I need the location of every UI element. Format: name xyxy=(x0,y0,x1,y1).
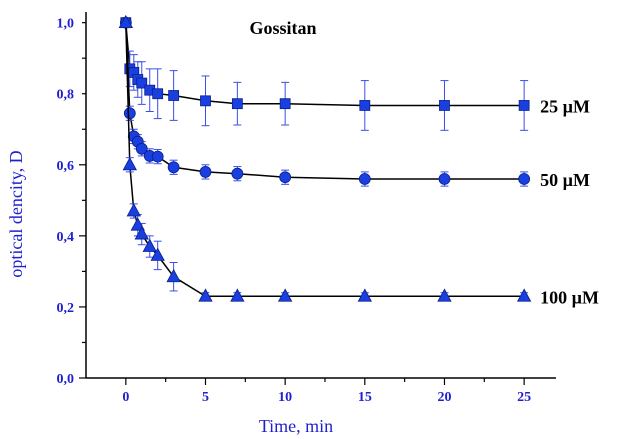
data-point xyxy=(231,167,244,180)
data-point xyxy=(150,247,165,261)
x-tick-label: 20 xyxy=(437,390,451,405)
data-point xyxy=(439,100,450,111)
data-point xyxy=(518,173,531,185)
y-tick-label: 0,2 xyxy=(57,301,75,316)
data-point xyxy=(126,203,141,217)
series-layer: 25 µM 50 µM 100 µM xyxy=(118,14,599,307)
x-tick-label: 10 xyxy=(278,390,292,405)
series-line xyxy=(125,22,525,298)
series-label: 50 µM xyxy=(540,170,590,190)
x-axis-label: Time, min xyxy=(259,416,333,436)
y-tick-label: 0,6 xyxy=(57,159,75,174)
data-point xyxy=(231,98,243,110)
axes: 0 5 10 15 20 25 0,0 0,2 0,4 0,6 0,8 1,0 xyxy=(57,12,556,405)
data-point xyxy=(279,171,292,184)
series: 25 µM xyxy=(120,17,590,131)
x-tick-label: 15 xyxy=(358,390,372,405)
data-point xyxy=(279,98,291,110)
data-point xyxy=(358,173,371,185)
data-point xyxy=(518,100,530,111)
data-point xyxy=(230,288,245,302)
y-tick-label: 0,0 xyxy=(57,372,75,387)
x-tick-label: 25 xyxy=(517,390,531,405)
data-point xyxy=(123,107,136,120)
y-tick-label: 0,4 xyxy=(57,230,75,245)
data-point xyxy=(168,90,180,101)
chart-title: Gossitan xyxy=(249,18,316,38)
y-tick-label: 0,8 xyxy=(57,88,75,103)
series-label: 25 µM xyxy=(540,96,590,116)
x-tick-label: 5 xyxy=(202,390,209,405)
data-point xyxy=(118,14,134,29)
y-tick-label: 1,0 xyxy=(57,17,75,32)
data-point xyxy=(516,288,532,302)
series-line xyxy=(125,22,525,107)
data-point xyxy=(130,217,145,231)
data-point xyxy=(136,77,148,89)
data-point xyxy=(437,288,452,302)
x-tick-label: 0 xyxy=(122,390,129,405)
data-point xyxy=(135,142,148,155)
series: 100 µM xyxy=(118,14,599,307)
data-point xyxy=(438,173,451,185)
data-point xyxy=(357,288,372,302)
data-point xyxy=(200,95,211,107)
data-point xyxy=(166,268,181,283)
data-point xyxy=(359,100,371,111)
data-point xyxy=(199,166,212,178)
data-point xyxy=(198,288,213,302)
data-point xyxy=(122,156,137,171)
series-line xyxy=(125,22,525,180)
data-point xyxy=(277,288,293,302)
series: 50 µM xyxy=(119,16,590,190)
data-point xyxy=(142,238,157,252)
data-point xyxy=(151,150,164,163)
data-point xyxy=(134,226,149,240)
y-axis-label: optical dencity, D xyxy=(6,150,26,277)
series-label: 100 µM xyxy=(540,287,599,307)
data-point xyxy=(152,88,164,100)
data-point xyxy=(167,161,180,174)
